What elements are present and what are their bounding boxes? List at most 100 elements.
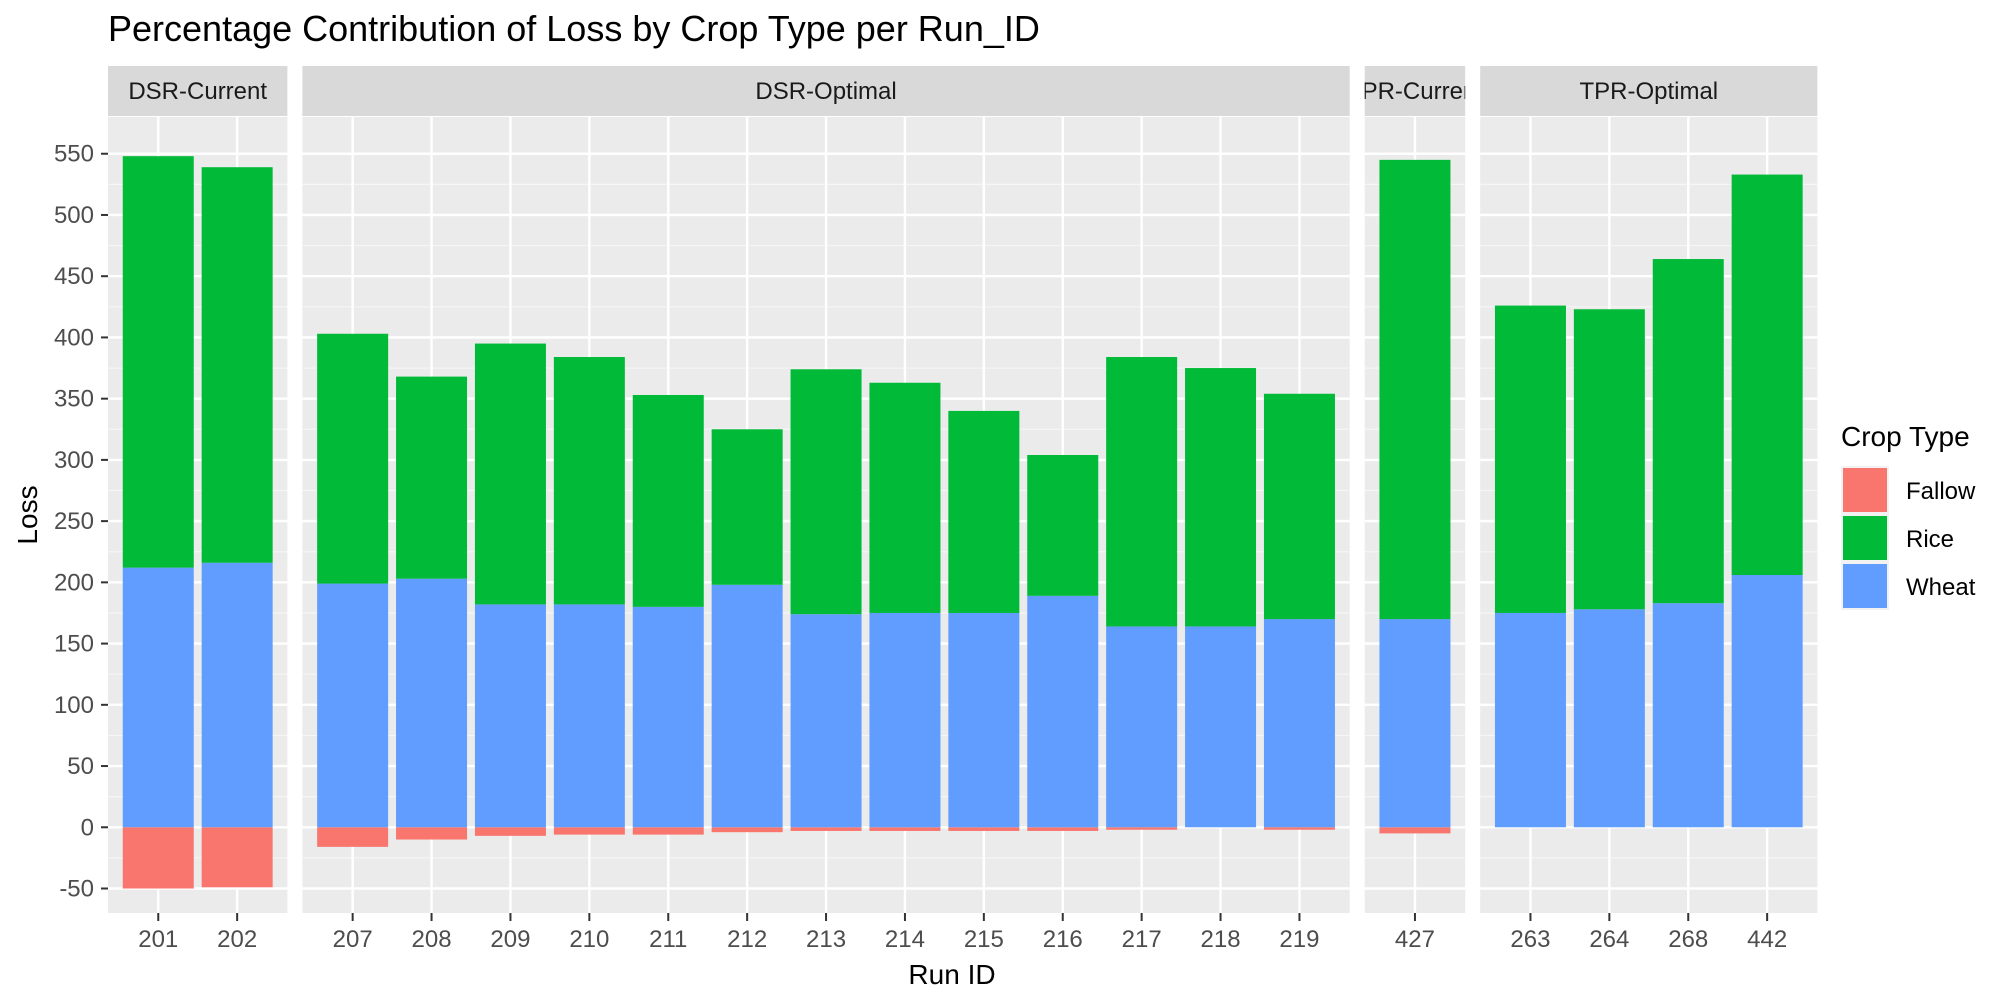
legend-title: Crop Type <box>1841 421 1970 452</box>
y-axis: -50 0 50 100 150 200 250 300 350 400 450 500 550 <box>54 141 108 903</box>
y-tick-label: 400 <box>54 324 94 351</box>
bar-rice-442 <box>1731 174 1803 576</box>
x-tick-label: 268 <box>1668 926 1708 953</box>
facet-strip-label: DSR-Optimal <box>755 78 896 105</box>
bar-fallow-215 <box>948 827 1020 831</box>
x-axis-title: Run ID <box>908 959 995 990</box>
bar-rice-264 <box>1573 309 1645 610</box>
y-tick-label: 50 <box>67 753 94 780</box>
bar-rice-201 <box>122 156 194 568</box>
bar-wheat-268 <box>1652 603 1724 828</box>
y-tick-label: 300 <box>54 447 94 474</box>
bar-wheat-207 <box>317 583 389 828</box>
facet-strip <box>1364 66 1466 116</box>
y-tick-label: 450 <box>54 263 94 290</box>
x-tick-label: 217 <box>1122 926 1162 953</box>
bar-fallow-208 <box>396 827 468 840</box>
bar-rice-427 <box>1379 159 1451 620</box>
bar-rice-215 <box>948 410 1020 613</box>
legend-key-fallow <box>1843 468 1887 512</box>
legend-label-fallow: Fallow <box>1906 478 1976 505</box>
legend-key-rice <box>1843 516 1887 560</box>
facet-panel-2: DSR-Optimal 207 208 209 210 211 212 213 214 215 21… <box>302 66 1350 953</box>
bar-fallow-212 <box>711 827 783 833</box>
bar-wheat-202 <box>201 562 273 828</box>
facet-strip-label: TPR-Current <box>1347 78 1483 105</box>
legend-key-wheat <box>1843 564 1887 608</box>
y-tick-label: -50 <box>59 876 94 903</box>
x-tick-label: 207 <box>333 926 373 953</box>
bar-rice-217 <box>1106 357 1178 627</box>
bar-rice-263 <box>1494 305 1566 613</box>
bar-fallow-427 <box>1379 827 1451 834</box>
x-tick-label: 216 <box>1043 926 1083 953</box>
bar-rice-211 <box>632 394 704 607</box>
bar-fallow-211 <box>632 827 704 835</box>
x-tick-label: 214 <box>885 926 925 953</box>
y-tick-label: 500 <box>54 202 94 229</box>
legend-label-wheat: Wheat <box>1906 574 1976 601</box>
x-tick-label: 202 <box>217 926 257 953</box>
y-tick-label: 200 <box>54 569 94 596</box>
bar-wheat-212 <box>711 584 783 828</box>
bar-rice-268 <box>1652 259 1724 604</box>
bar-rice-208 <box>396 376 468 579</box>
x-tick-label: 215 <box>964 926 1004 953</box>
y-tick-label: 0 <box>81 814 94 841</box>
x-tick-label: 201 <box>138 926 178 953</box>
bar-wheat-264 <box>1573 609 1645 828</box>
y-tick-label: 250 <box>54 508 94 535</box>
bar-fallow-201 <box>122 827 194 889</box>
facet-panel-1: DSR-Current 201 202 <box>108 66 288 953</box>
bar-rice-209 <box>474 343 546 605</box>
bar-wheat-218 <box>1185 626 1257 828</box>
bar-wheat-211 <box>632 606 704 828</box>
bar-wheat-216 <box>1027 595 1099 828</box>
x-tick-label: 218 <box>1201 926 1241 953</box>
bar-wheat-209 <box>474 604 546 828</box>
bar-rice-207 <box>317 333 389 584</box>
bar-fallow-210 <box>553 827 625 835</box>
y-tick-label: 100 <box>54 692 94 719</box>
x-tick-label: 427 <box>1395 926 1435 953</box>
bar-wheat-201 <box>122 567 194 828</box>
legend: Crop Type Fallow Rice Wheat <box>1841 421 1976 610</box>
bar-fallow-214 <box>869 827 941 831</box>
bar-rice-218 <box>1185 368 1257 627</box>
bar-rice-210 <box>553 357 625 605</box>
y-tick-label: 350 <box>54 386 94 413</box>
x-tick-label: 210 <box>569 926 609 953</box>
bar-rice-214 <box>869 382 941 613</box>
bar-wheat-210 <box>553 604 625 828</box>
facet-panels: DSR-Current 201 202 DSR-Optimal 207 208 209 210… <box>108 66 1818 953</box>
facet-strip <box>1480 66 1818 116</box>
bar-fallow-219 <box>1263 827 1335 830</box>
y-tick-label: 150 <box>54 631 94 658</box>
bar-rice-219 <box>1263 393 1335 620</box>
facet-panel-3: TPR-Current 427 <box>1347 66 1483 953</box>
facet-strip-label: TPR-Optimal <box>1579 78 1718 105</box>
bar-wheat-214 <box>869 612 941 828</box>
x-tick-label: 263 <box>1510 926 1550 953</box>
bar-wheat-263 <box>1494 612 1566 828</box>
bar-fallow-217 <box>1106 827 1178 830</box>
bar-wheat-427 <box>1379 619 1451 828</box>
bar-wheat-213 <box>790 614 862 828</box>
x-tick-label: 219 <box>1279 926 1319 953</box>
x-tick-label: 212 <box>727 926 767 953</box>
bar-rice-213 <box>790 369 862 615</box>
bar-wheat-442 <box>1731 575 1803 828</box>
x-tick-label: 264 <box>1589 926 1629 953</box>
bar-fallow-213 <box>790 827 862 831</box>
bar-fallow-207 <box>317 827 389 847</box>
facet-strip-label: DSR-Current <box>128 78 267 105</box>
bar-fallow-202 <box>201 827 273 888</box>
bar-wheat-215 <box>948 612 1020 828</box>
chart-title: Percentage Contribution of Loss by Crop … <box>108 8 1040 49</box>
bar-fallow-216 <box>1027 827 1099 831</box>
bar-rice-202 <box>201 167 273 563</box>
bar-rice-212 <box>711 429 783 585</box>
bar-rice-216 <box>1027 454 1099 596</box>
x-tick-label: 209 <box>490 926 530 953</box>
